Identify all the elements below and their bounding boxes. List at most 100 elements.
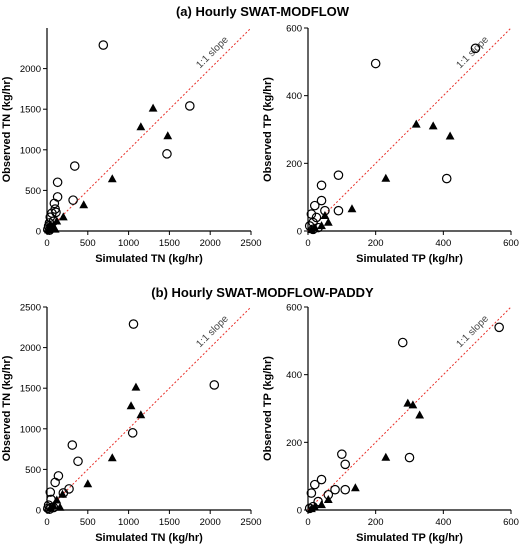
panel-a-title: (a) Hourly SWAT-MODFLOW — [175, 4, 350, 19]
y-tick-label: 400 — [286, 370, 302, 381]
data-point-circle — [52, 177, 63, 188]
data-point-circle — [333, 170, 344, 180]
data-point-circle — [50, 477, 60, 488]
x-tick-label: 2500 — [240, 238, 261, 249]
data-point-circle — [69, 161, 80, 171]
x-axis-label: Simulated TP (kg/hr) — [356, 532, 463, 544]
data-point-circle — [333, 205, 344, 216]
x-tick-label: 1500 — [159, 238, 180, 249]
y-axis-label: Observed TP (kg/hr) — [262, 77, 274, 182]
y-tick-label: 400 — [286, 91, 302, 102]
y-tick-label: 0 — [36, 506, 41, 517]
data-point-circle — [67, 440, 78, 450]
x-tick-label: 2000 — [200, 238, 221, 249]
y-tick-label: 1000 — [20, 145, 41, 156]
data-point-circle — [44, 504, 55, 514]
y-tick-label: 0 — [36, 227, 41, 238]
y-tick-label: 2500 — [20, 303, 41, 314]
data-point-circle — [52, 192, 63, 202]
data-point-triangle — [306, 225, 316, 234]
data-point-circle — [340, 459, 351, 470]
x-tick-label: 0 — [44, 238, 49, 249]
data-point-circle — [311, 212, 322, 223]
x-tick-label: 200 — [368, 517, 384, 528]
x-tick-label: 500 — [80, 517, 96, 528]
data-point-triangle — [52, 216, 62, 225]
data-point-circle — [494, 322, 504, 333]
y-axis-label: Observed TN (kg/hr) — [1, 76, 13, 182]
data-point-triangle — [306, 504, 316, 513]
y-tick-label: 1500 — [20, 384, 41, 395]
data-point-triangle — [55, 502, 65, 511]
data-point-triangle — [323, 217, 333, 226]
data-point-triangle — [50, 224, 60, 233]
data-point-triangle — [136, 410, 146, 419]
data-point-triangle — [44, 225, 54, 234]
x-tick-label: 1000 — [118, 517, 139, 528]
x-tick-label: 600 — [503, 238, 519, 249]
y-tick-label: 1500 — [20, 105, 41, 116]
data-point-triangle — [126, 401, 136, 410]
data-point-circle — [68, 195, 78, 205]
data-point-triangle — [347, 204, 357, 213]
data-point-circle — [98, 40, 109, 50]
data-point-triangle — [52, 495, 62, 504]
one-to-one-line — [46, 306, 252, 511]
data-point-circle — [441, 173, 452, 184]
data-point-circle — [316, 180, 327, 191]
one-to-one-line — [307, 306, 512, 511]
data-point-triangle — [320, 210, 330, 219]
data-point-circle — [49, 198, 60, 209]
y-tick-label: 200 — [286, 438, 302, 449]
data-point-triangle — [411, 119, 421, 128]
data-point-triangle — [381, 173, 391, 182]
x-tick-label: 0 — [305, 238, 310, 249]
y-tick-label: 500 — [25, 465, 41, 476]
data-point-circle — [337, 449, 347, 459]
chart-b-TP: 0 200 400 600 0 200 400 600 Simulated TP (kg/hr)… — [262, 303, 519, 545]
data-point-triangle — [136, 122, 146, 131]
x-tick-label: 0 — [305, 517, 310, 528]
chart-b-TN: 0 500 1000 1500 2000 2500 0 500 1000 1500 2000 2500… — [1, 303, 262, 545]
x-tick-label: 2500 — [240, 517, 261, 528]
data-point-triangle — [317, 221, 326, 230]
data-point-triangle — [58, 489, 67, 498]
x-tick-label: 0 — [44, 517, 49, 528]
x-tick-label: 1000 — [118, 238, 139, 249]
data-point-triangle — [403, 398, 413, 407]
data-point-circle — [370, 58, 381, 69]
data-point-triangle — [163, 131, 173, 140]
x-tick-label: 400 — [435, 238, 451, 249]
data-point-circle — [73, 456, 83, 467]
data-point-triangle — [107, 453, 117, 462]
data-point-triangle — [445, 131, 455, 140]
x-axis-label: Simulated TN (kg/hr) — [95, 532, 203, 544]
panel-b-title: (b) Hourly SWAT-MODFLOW-PADDY — [151, 285, 374, 300]
data-point-triangle — [350, 483, 360, 492]
x-axis-label: Simulated TP (kg/hr) — [356, 253, 463, 265]
data-point-triangle — [79, 200, 89, 209]
x-tick-label: 200 — [368, 238, 384, 249]
data-point-circle — [64, 484, 74, 494]
data-point-circle — [51, 207, 61, 218]
data-point-circle — [309, 200, 320, 211]
data-point-circle — [404, 452, 415, 463]
data-point-triangle — [428, 121, 438, 130]
data-point-triangle — [131, 382, 141, 391]
y-axis-label: Observed TN (kg/hr) — [1, 355, 13, 461]
x-tick-label: 2000 — [200, 517, 221, 528]
data-point-circle — [470, 43, 481, 54]
x-tick-label: 400 — [435, 517, 451, 528]
data-point-triangle — [45, 220, 55, 229]
x-tick-label: 500 — [80, 238, 96, 249]
data-point-circle — [128, 319, 139, 329]
data-point-triangle — [45, 503, 55, 512]
data-point-circle — [330, 484, 340, 495]
data-point-circle — [397, 337, 408, 348]
data-point-circle — [45, 487, 56, 497]
data-point-triangle — [323, 495, 333, 504]
one-to-one-line — [307, 27, 512, 232]
y-tick-label: 0 — [297, 506, 302, 517]
y-tick-label: 600 — [286, 303, 302, 314]
